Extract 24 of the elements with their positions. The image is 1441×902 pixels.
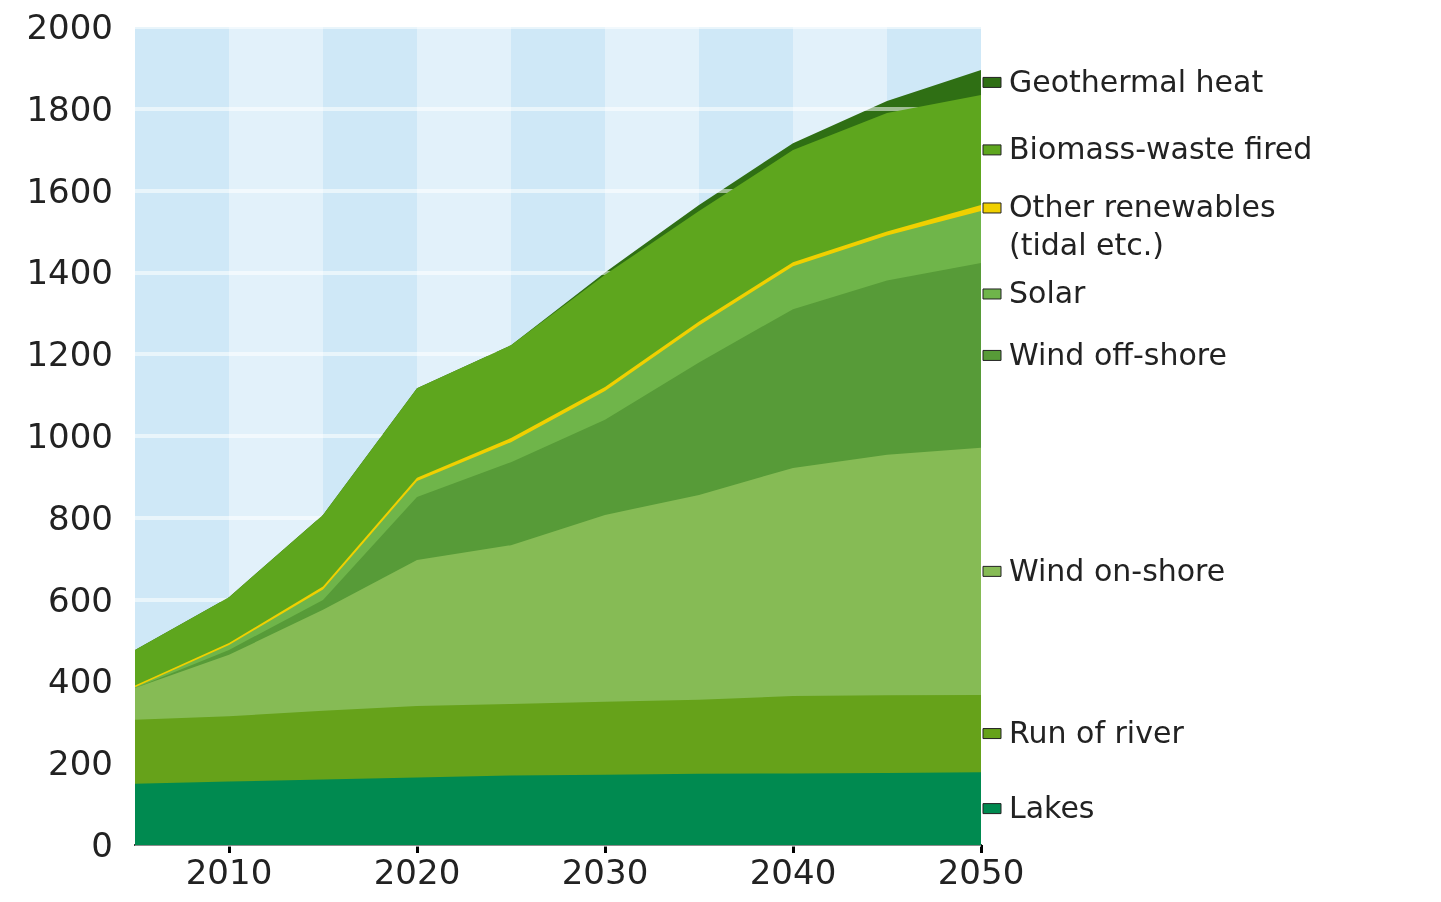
series-label: Wind on-shore xyxy=(1009,552,1226,588)
y-tick-label: 1800 xyxy=(26,88,113,129)
series-label: Wind off-shore xyxy=(1009,336,1227,372)
y-tick-label: 600 xyxy=(48,579,113,620)
series-label: Solar xyxy=(1009,275,1087,311)
y-tick-label: 800 xyxy=(48,497,113,538)
x-tick-label: 2020 xyxy=(373,852,461,892)
x-tick-label: 2040 xyxy=(749,852,837,892)
y-tick-label: 0 xyxy=(91,825,113,865)
y-tick-label: 1400 xyxy=(26,252,113,293)
series-label: Other renewables (tidal etc.) xyxy=(1009,189,1286,263)
x-tick-label: 2030 xyxy=(561,852,649,892)
y-tick-label: 1600 xyxy=(26,170,113,211)
y-tick-label: 400 xyxy=(48,661,113,702)
x-tick-label: 2010 xyxy=(185,852,273,892)
y-tick-label: 2000 xyxy=(26,7,113,47)
y-tick-label: 200 xyxy=(48,743,113,784)
series-label: Run of river xyxy=(1009,715,1185,751)
y-tick-label: 1000 xyxy=(26,416,113,456)
series-label: Geothermal heat xyxy=(1009,63,1264,99)
x-tick-label: 2050 xyxy=(937,852,1025,892)
series-label: Biomass-waste fired xyxy=(1009,131,1313,167)
series-label: Lakes xyxy=(1009,790,1095,826)
y-tick-label: 1200 xyxy=(26,334,113,375)
